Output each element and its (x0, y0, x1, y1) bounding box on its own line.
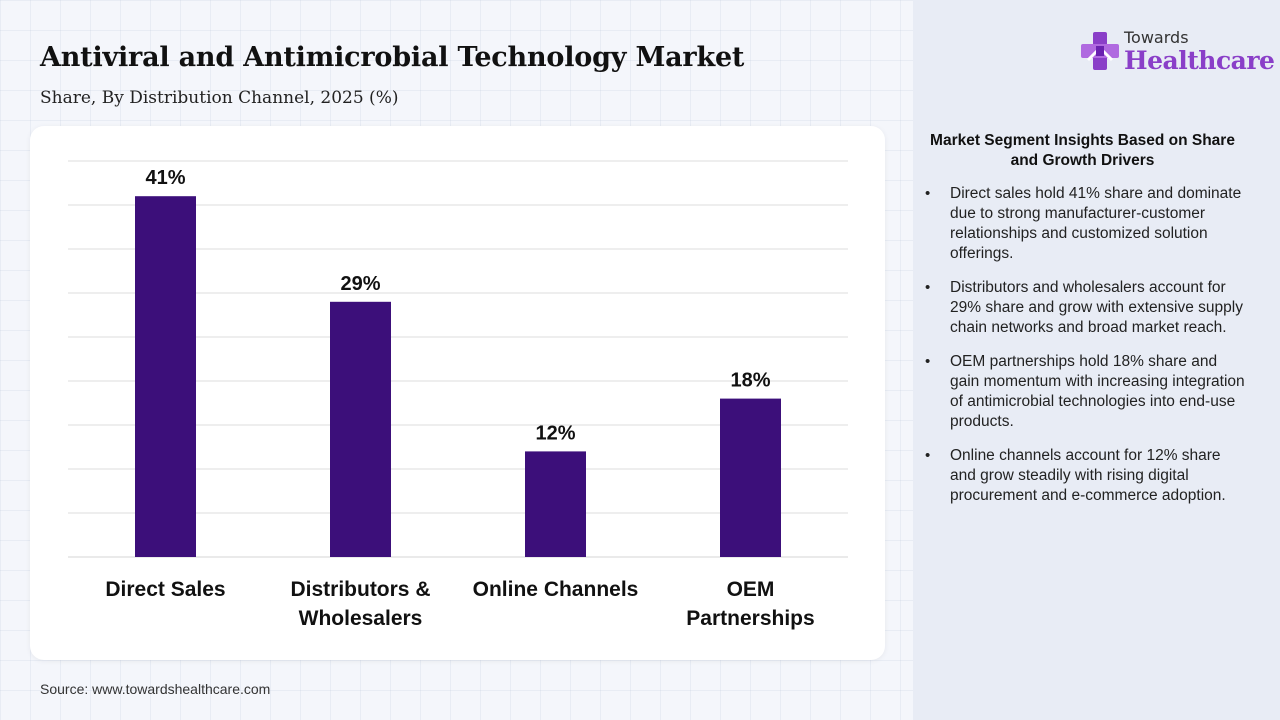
x-tick-label: Online Channels (473, 578, 639, 601)
data-label: 41% (145, 167, 185, 189)
brand-logo: Towards Healthcare (1080, 26, 1275, 78)
bar (135, 196, 196, 557)
insight-item: • Online channels account for 12% share a… (925, 446, 1245, 506)
x-tick-label: OEM (727, 578, 775, 601)
medical-cross-icon (1081, 32, 1119, 70)
bar-chart: 41% Direct Sales 29% Distributors & Wholesal… (68, 160, 848, 630)
insight-item: • Distributors and wholesalers account fo… (925, 278, 1245, 338)
x-tick-label: Wholesalers (299, 607, 423, 630)
x-tick-label: Partnerships (686, 607, 814, 630)
bar (330, 301, 391, 557)
insight-item: • Direct sales hold 41% share and dominat… (925, 184, 1245, 264)
x-tick-label: Distributors & (290, 578, 430, 601)
chart-card: 41% Direct Sales 29% Distributors & Wholesal… (30, 126, 885, 660)
bar (525, 451, 586, 557)
insight-item: • OEM partnerships hold 18% share and gai… (925, 352, 1245, 432)
bullet-icon: • (925, 447, 931, 464)
insight-text: Direct sales hold 41% share and dominate… (950, 185, 1242, 262)
x-tick-label: Direct Sales (105, 578, 225, 601)
data-label: 18% (730, 370, 770, 392)
main-area: Antiviral and Antimicrobial Technology M… (30, 42, 885, 697)
bullet-icon: • (925, 185, 931, 202)
insights-title: Market Segment Insights Based on Share a… (930, 132, 1235, 169)
bullet-icon: • (925, 279, 931, 296)
insights-list: • Direct sales hold 41% share and dominat… (925, 184, 1245, 520)
insight-text: Distributors and wholesalers account for… (950, 279, 1243, 336)
page-subtitle: Share, By Distribution Channel, 2025 (%) (40, 88, 399, 108)
page-title: Antiviral and Antimicrobial Technology M… (40, 42, 745, 73)
source-note: Source: www.towardshealthcare.com (40, 681, 271, 697)
bar (720, 398, 781, 557)
data-label: 29% (340, 273, 380, 295)
data-label: 12% (535, 422, 575, 444)
logo-text-healthcare: Healthcare (1124, 46, 1275, 75)
logo-text-towards: Towards (1124, 28, 1189, 47)
bullet-icon: • (925, 353, 931, 370)
insight-text: OEM partnerships hold 18% share and gain… (950, 353, 1245, 430)
insight-text: Online channels account for 12% share an… (950, 447, 1226, 504)
insights-panel (913, 0, 1280, 720)
